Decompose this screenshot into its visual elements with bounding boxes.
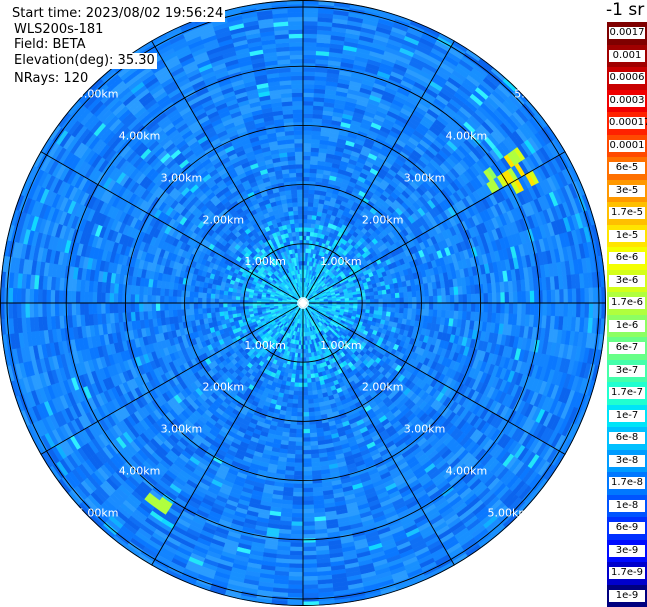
colorbar-tick-label: 6e-6: [609, 252, 645, 265]
colorbar: 0.0017 0.001 0.0006 0.0003 0.00017 0.0001 6e-5…: [607, 22, 647, 607]
colorbar-swatch: 6e-7: [607, 337, 647, 360]
range-ring-label: 1.00km: [244, 255, 286, 268]
colorbar-swatch: 3e-7: [607, 359, 647, 382]
range-ring-label: 5.00km: [488, 506, 530, 519]
nrays-label: NRays: 120: [12, 71, 91, 87]
colorbar-tick-label: 0.00017: [609, 117, 647, 130]
azimuth-spoke: [302, 151, 566, 304]
elevation-label: Elevation(deg): 35.30: [12, 53, 157, 69]
range-ring-label: 4.00km: [446, 130, 488, 143]
colorbar-tick-label: 3e-7: [609, 364, 645, 377]
colorbar-tick-label: 0.001: [609, 49, 645, 62]
colorbar-swatch: 1e-7: [607, 404, 647, 427]
range-ring-label: 4.00km: [119, 130, 161, 143]
range-ring-label: 5.00km: [77, 506, 119, 519]
colorbar-swatch: 1e-9: [607, 584, 647, 607]
colorbar-swatch: 1.7e-7: [607, 382, 647, 405]
range-ring-label: 3.00km: [404, 171, 446, 184]
colorbar-swatch: 3e-8: [607, 449, 647, 472]
colorbar-swatch: 1.7e-9: [607, 562, 647, 585]
colorbar-swatch: 1e-6: [607, 314, 647, 337]
colorbar-tick-label: 1e-8: [609, 499, 645, 512]
range-azimuth-grid: [0, 0, 606, 606]
range-ring-label: 3.00km: [161, 423, 203, 436]
colorbar-tick-label: 0.0003: [609, 94, 645, 107]
range-ring-label: 4.00km: [119, 464, 161, 477]
start-time-label: Start time: 2023/08/02 19:56:24: [10, 6, 226, 22]
colorbar-swatch: 0.0006: [607, 67, 647, 90]
colorbar-swatch: 3e-5: [607, 179, 647, 202]
colorbar-tick-label: 1e-9: [609, 589, 645, 602]
colorbar-tick-label: 6e-8: [609, 432, 645, 445]
range-ring-label: 2.00km: [362, 381, 404, 394]
colorbar-tick-label: 3e-8: [609, 454, 645, 467]
range-ring-label: 4.00km: [446, 464, 488, 477]
ppi-scan-plot: 1.00km 1.00km 1.00km 1.00km 2.00km 2.00km 2.00…: [0, 0, 606, 607]
colorbar-tick-label: 1.7e-8: [609, 477, 645, 490]
range-ring-label: 1.00km: [320, 339, 362, 352]
instrument-label: WLS200s-181: [12, 22, 106, 38]
range-ring-label: 5.: [514, 88, 525, 101]
field-label: Field: BETA: [12, 37, 88, 53]
colorbar-swatch: 6e-6: [607, 247, 647, 270]
radar-origin-mark: [300, 297, 304, 304]
colorbar-swatch: 6e-8: [607, 427, 647, 450]
azimuth-spoke: [151, 40, 304, 304]
colorbar-units-title: -1 sr: [606, 0, 645, 20]
colorbar-tick-label: 1e-7: [609, 409, 645, 422]
colorbar-swatch: 0.0001: [607, 134, 647, 157]
range-ring-label: 2.00km: [202, 213, 244, 226]
colorbar-swatch: 0.001: [607, 44, 647, 67]
colorbar-swatch: 1.7e-6: [607, 292, 647, 315]
colorbar-swatch: 0.0017: [607, 22, 647, 45]
colorbar-tick-label: 0.0001: [609, 139, 645, 152]
colorbar-swatch: 1e-8: [607, 494, 647, 517]
colorbar-swatch: 6e-9: [607, 517, 647, 540]
azimuth-spoke: [302, 40, 455, 304]
range-ring-label: 2.00km: [202, 381, 244, 394]
colorbar-swatch: 0.0003: [607, 89, 647, 112]
colorbar-tick-label: 3e-6: [609, 274, 645, 287]
colorbar-tick-label: 0.0017: [609, 27, 645, 40]
colorbar-tick-label: 0.0006: [609, 72, 645, 85]
colorbar-swatch: 1e-5: [607, 224, 647, 247]
colorbar-swatch: 3e-6: [607, 269, 647, 292]
colorbar-tick-label: 1.7e-6: [609, 297, 645, 310]
colorbar-tick-label: 6e-7: [609, 342, 645, 355]
range-ring-label: 1.00km: [244, 339, 286, 352]
azimuth-spoke: [151, 302, 304, 566]
colorbar-tick-label: 3e-9: [609, 544, 645, 557]
colorbar-tick-label: 3e-5: [609, 184, 645, 197]
colorbar-swatch: 3e-9: [607, 539, 647, 562]
azimuth-spoke: [302, 302, 455, 566]
colorbar-swatch: 1.7e-8: [607, 472, 647, 495]
colorbar-tick-label: 1.7e-9: [609, 567, 645, 580]
colorbar-swatch: 6e-5: [607, 157, 647, 180]
colorbar-swatch: 0.00017: [607, 112, 647, 135]
range-ring-label: 3.00km: [404, 423, 446, 436]
colorbar-tick-label: 1e-6: [609, 319, 645, 332]
colorbar-swatch: 1.7e-5: [607, 202, 647, 225]
range-ring-label: 3.00km: [161, 171, 203, 184]
colorbar-tick-label: 1e-5: [609, 229, 645, 242]
azimuth-spoke: [40, 302, 304, 455]
range-ring-labels: 1.00km 1.00km 1.00km 1.00km 2.00km 2.00km 2.00…: [77, 88, 529, 520]
colorbar-tick-label: 1.7e-5: [609, 207, 645, 220]
range-ring-label: 5.00km: [77, 88, 119, 101]
range-ring-label: 1.00km: [320, 255, 362, 268]
azimuth-spoke: [40, 151, 304, 304]
azimuth-spoke: [302, 302, 566, 455]
range-ring-label: 2.00km: [362, 213, 404, 226]
colorbar-tick-label: 1.7e-7: [609, 387, 645, 400]
colorbar-tick-label: 6e-5: [609, 162, 645, 175]
colorbar-tick-label: 6e-9: [609, 522, 645, 535]
